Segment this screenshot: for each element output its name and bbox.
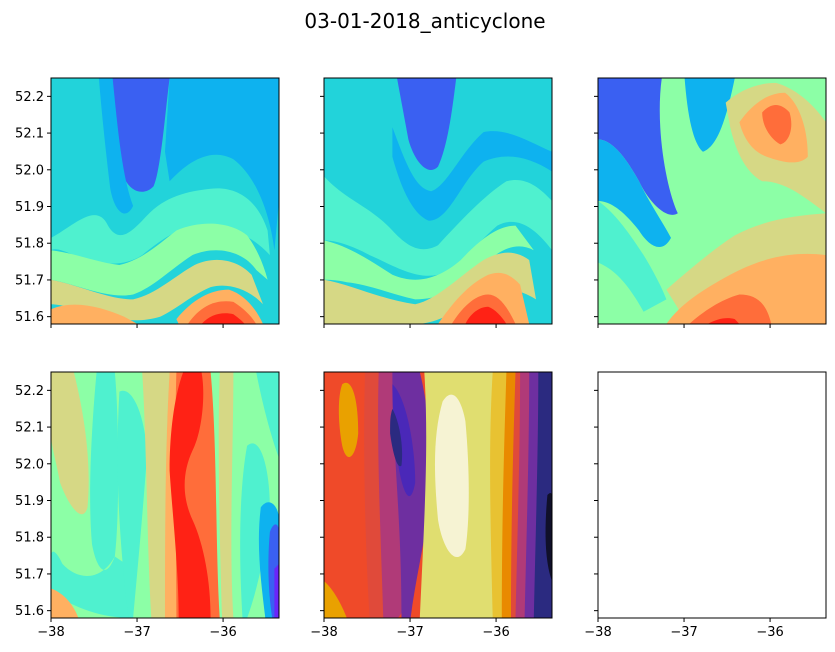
contour-band [142,372,170,618]
contour-band [51,372,134,618]
subplot-1: 51.6 51.7 51.8 51.9 52.0 52.1 52.2 [15,77,280,328]
contour-area [324,78,552,324]
contour-band [707,318,740,324]
y-tick-label: 52.0 [15,457,44,472]
x-tick-label: −38 [310,625,337,640]
contour-band [169,372,211,618]
contour-band [324,252,536,324]
contour-band [201,313,245,324]
contour-band [598,78,678,215]
axes-frame [323,77,553,325]
axes-frame [50,77,280,325]
contour-band [51,372,89,515]
contour-band [434,394,469,558]
y-tick-label: 51.6 [15,604,44,619]
y-tick-label: 51.6 [15,310,44,325]
contour-area [324,372,552,618]
y-tick-label: 51.9 [15,200,44,215]
contour-band [51,188,270,264]
subplot-2 [320,77,553,328]
contour-band [51,588,79,618]
subplot-4: −38 −37 −36 51.6 51.7 51.8 51.9 52.0 52.1 52.2 [15,371,280,640]
contour-area [598,78,826,324]
y-tick-label: 51.8 [15,237,44,252]
axes-frame [50,371,280,619]
figure-title: 03-01-2018_anticyclone [304,9,545,33]
contour-band [338,382,359,458]
axes-frame [597,77,827,325]
x-tick-label: −36 [482,625,509,640]
contour-band [465,306,507,324]
contour-band [324,176,552,276]
contour-band [274,563,279,618]
contour-band [397,78,457,170]
contour-band [324,225,534,300]
x-tick-label: −37 [670,625,697,640]
contour-band [392,384,416,497]
contour-area [51,372,279,618]
y-tick-label: 52.2 [15,384,44,399]
subplot-5: −38 −37 −36 [310,371,553,640]
contour-band [390,408,403,467]
contour-band [165,78,279,251]
contour-band [117,390,147,618]
x-tick-label: −37 [396,625,423,640]
subplot-3 [594,77,827,328]
axes-frame [323,371,553,619]
contour-band [689,105,792,324]
y-tick-label: 52.2 [15,90,44,105]
x-tick-label: −36 [756,625,783,640]
contour-background [598,372,826,618]
y-tick-label: 51.7 [15,567,44,582]
y-tick-label: 52.0 [15,163,44,178]
contour-band [51,223,268,296]
x-tick-label: −38 [37,625,64,640]
panels-group: 51.6 51.7 51.8 51.9 52.0 52.1 52.2 −38 −37 −36 51.… [15,77,827,640]
contour-band [187,301,257,324]
contour-band [598,78,735,248]
contour-area [598,372,826,618]
axes-frame [597,371,827,619]
y-tick-label: 51.7 [15,273,44,288]
y-tick-label: 52.1 [15,127,44,142]
contour-band [218,372,234,618]
contour-band [666,92,826,324]
contour-band [324,581,347,618]
contour-band [392,127,552,221]
contour-band [240,372,279,618]
y-tick-label: 51.9 [15,494,44,509]
contour-band [545,492,552,582]
x-tick-label: −38 [584,625,611,640]
y-tick-label: 52.1 [15,421,44,436]
contour-band [98,78,134,214]
contour-band [598,201,667,312]
y-tick-label: 51.8 [15,531,44,546]
contour-band [51,259,263,321]
contour-area [51,78,279,324]
x-tick-label: −36 [209,625,236,640]
x-tick-label: −37 [123,625,150,640]
subplot-6: −38 −37 −36 [584,371,827,640]
